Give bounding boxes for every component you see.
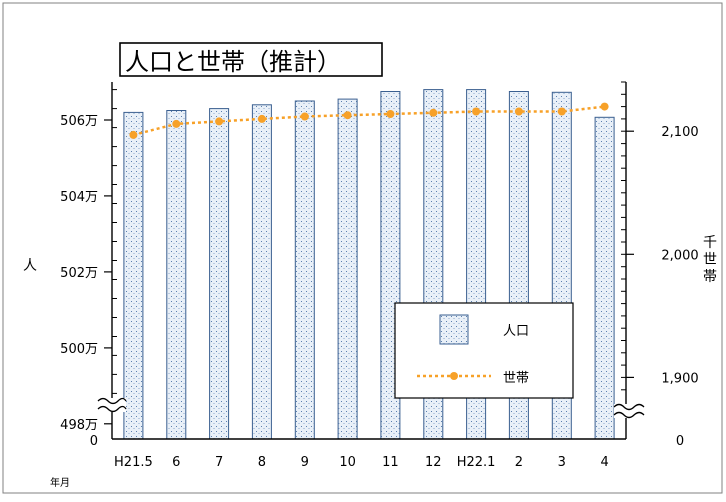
households-point xyxy=(215,117,224,126)
right-tick-label: 2,100 xyxy=(661,125,698,140)
right-axis-title-char-2: 世 xyxy=(703,252,717,268)
bar-population xyxy=(123,111,144,440)
bar-population xyxy=(337,98,358,440)
left-axis-title: 人 xyxy=(23,258,37,274)
bar-population xyxy=(209,108,230,440)
legend-swatch-population xyxy=(439,314,469,345)
legend-box xyxy=(394,302,574,399)
households-point xyxy=(600,102,609,111)
households-line xyxy=(133,105,605,137)
x-tick-label: 3 xyxy=(558,455,566,470)
left-tick-label: 502万 xyxy=(60,266,98,281)
legend-label-population: 人口 xyxy=(503,324,529,339)
households-point xyxy=(386,110,395,118)
right-axis-ticks: 2,100 2,000 1,900 xyxy=(621,81,699,391)
x-tick-label: H21.5 xyxy=(114,455,153,470)
right-axis-break-mark xyxy=(613,403,645,419)
left-axis-ticks: 506万 504万 502万 500万 498万 xyxy=(60,89,117,433)
right-axis-title-char-1: 千 xyxy=(703,235,717,251)
bar-population xyxy=(594,116,615,440)
households-point xyxy=(557,107,566,116)
right-axis-title-char-3: 帯 xyxy=(703,269,717,285)
households-point xyxy=(300,112,309,121)
x-tick-label: 10 xyxy=(339,455,356,470)
x-tick-label: 4 xyxy=(600,455,608,470)
legend-label-households: 世帯 xyxy=(503,371,529,386)
line-series-households xyxy=(129,102,609,139)
right-axis-title: 千 世 帯 xyxy=(703,235,717,285)
x-tick-label: 12 xyxy=(425,455,442,470)
left-axis-zero-label: 0 xyxy=(90,434,98,449)
bar-population xyxy=(251,104,272,440)
left-tick-label: 498万 xyxy=(60,418,98,433)
left-tick-label: 504万 xyxy=(60,190,98,205)
x-axis-title: 年月 xyxy=(50,476,70,489)
x-axis-tick-labels: H21.5 6 7 8 9 10 11 12 H22.1 2 3 4 xyxy=(114,455,609,470)
households-point xyxy=(514,107,523,116)
x-tick-label: 2 xyxy=(515,455,523,470)
chart-title: 人口と世帯（推計） xyxy=(125,48,341,76)
x-tick-label: 11 xyxy=(382,455,399,470)
households-point xyxy=(129,130,138,139)
bar-population xyxy=(166,110,187,440)
legend-marker-households xyxy=(450,372,458,380)
households-point xyxy=(257,114,266,123)
right-tick-label: 2,000 xyxy=(661,248,698,263)
left-axis-break-mark xyxy=(97,397,127,413)
x-tick-label: 9 xyxy=(301,455,309,470)
x-tick-label: 6 xyxy=(172,455,180,470)
x-tick-label: 7 xyxy=(215,455,223,470)
legend: 人口 世帯 xyxy=(394,302,574,399)
x-tick-label: 8 xyxy=(258,455,266,470)
left-tick-label: 500万 xyxy=(60,342,98,357)
x-tick-label: H22.1 xyxy=(457,455,496,470)
households-point xyxy=(472,107,481,116)
left-tick-label: 506万 xyxy=(60,114,98,129)
households-point xyxy=(172,119,181,128)
households-point xyxy=(429,108,438,117)
households-point xyxy=(343,111,352,120)
right-axis-zero-label: 0 xyxy=(676,434,684,449)
chart-title-box xyxy=(119,42,383,77)
right-tick-label: 1,900 xyxy=(661,371,698,386)
bar-population xyxy=(294,100,315,440)
